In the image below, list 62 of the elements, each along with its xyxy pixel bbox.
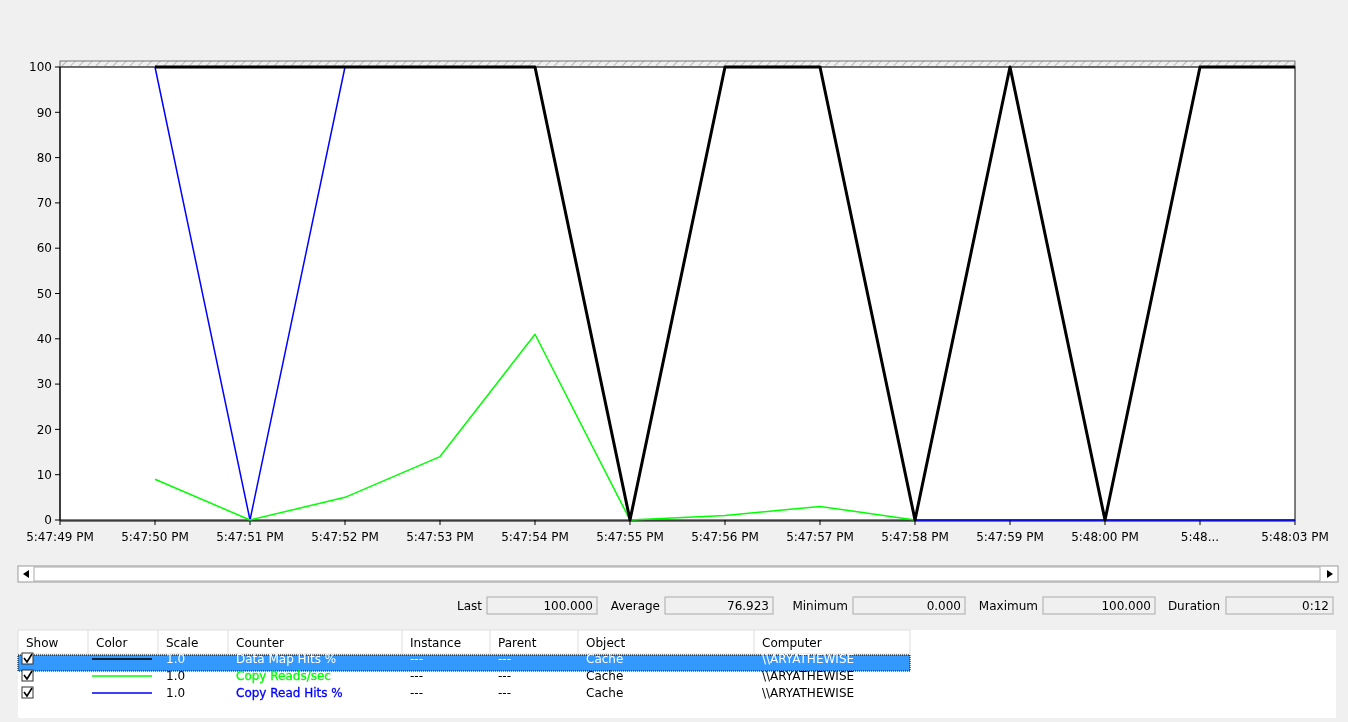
text: 1.0 xyxy=(166,652,186,666)
text: Counter xyxy=(236,636,285,650)
text: --- xyxy=(410,669,423,683)
line-series xyxy=(154,333,916,521)
x-tick-label: 5:48... xyxy=(1180,530,1220,544)
text: Color xyxy=(96,636,128,650)
text: \\ARYATHEWISE xyxy=(762,686,855,700)
text: 0.000 xyxy=(926,599,961,613)
text: Last xyxy=(457,599,483,613)
text: Maximum xyxy=(978,599,1038,613)
y-tick-label: 40 xyxy=(36,332,52,346)
y-tick-label: 0 xyxy=(44,513,52,528)
text: Cache xyxy=(586,669,624,683)
x-tick-label: 5:47:53 PM xyxy=(406,530,474,544)
text: 1.0 xyxy=(166,686,186,700)
x-tick-label: 5:47:50 PM xyxy=(121,530,189,544)
x-tick-label: 5:48:00 PM xyxy=(1071,530,1139,544)
x-tick-label: 5:47:52 PM xyxy=(311,530,379,544)
x-tick-label: 5:47:58 PM xyxy=(881,530,949,544)
text: Duration xyxy=(1167,599,1220,613)
text: Cache xyxy=(586,686,624,700)
text: Minimum xyxy=(792,599,848,613)
y-tick-label: 90 xyxy=(36,105,52,120)
y-tick-label: 100 xyxy=(29,60,52,75)
x-tick-label: 5:47:59 PM xyxy=(976,530,1044,544)
text: --- xyxy=(410,652,423,666)
text: 100.000 xyxy=(543,599,593,613)
text: Computer xyxy=(762,636,822,650)
text: Object xyxy=(586,636,626,650)
text: Data Map Hits % xyxy=(236,652,337,666)
text: --- xyxy=(410,686,423,700)
y-tick-label: 80 xyxy=(36,150,52,165)
text: Copy Read Hits % xyxy=(236,686,343,700)
text: 1.0 xyxy=(166,669,186,683)
x-tick-label: 5:47:57 PM xyxy=(786,530,854,544)
text: 76.923 xyxy=(727,599,769,613)
text: Average xyxy=(610,599,660,613)
x-tick-label: 5:48:03 PM xyxy=(1261,530,1329,544)
x-tick-label: 5:47:55 PM xyxy=(596,530,664,544)
text: Instance xyxy=(410,636,462,650)
y-tick-label: 60 xyxy=(36,241,52,256)
x-tick-label: 5:47:49 PM xyxy=(26,530,94,544)
y-tick-label: 50 xyxy=(36,286,52,301)
text: --- xyxy=(498,652,511,666)
text: 100.000 xyxy=(1101,599,1151,613)
text: --- xyxy=(498,669,511,683)
text: Copy Reads/sec xyxy=(236,669,331,683)
text: \\ARYATHEWISE xyxy=(762,652,855,666)
y-tick-label: 20 xyxy=(36,422,52,437)
x-tick-label: 5:47:54 PM xyxy=(501,530,569,544)
text: 0:12 xyxy=(1302,599,1329,613)
x-tick-label: 5:47:51 PM xyxy=(216,530,284,544)
y-tick-label: 30 xyxy=(36,377,52,392)
text: Show xyxy=(26,636,59,650)
text: --- xyxy=(498,686,511,700)
text: Scale xyxy=(166,636,199,650)
x-tick-label: 5:47:56 PM xyxy=(691,530,759,544)
text: \\ARYATHEWISE xyxy=(762,669,855,683)
y-tick-label: 10 xyxy=(36,467,52,482)
y-tick-label: 70 xyxy=(36,196,52,211)
text: Parent xyxy=(498,636,537,650)
text: Cache xyxy=(586,652,624,666)
